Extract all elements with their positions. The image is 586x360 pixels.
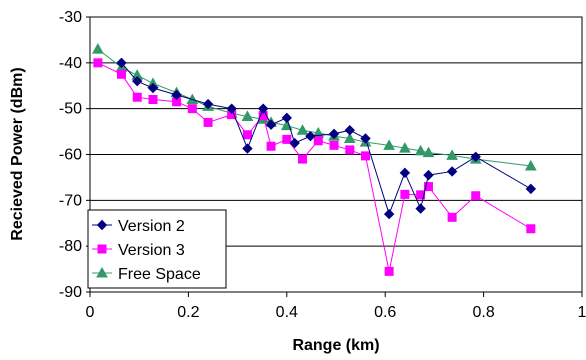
x-tick-label: 0.8 <box>472 304 494 321</box>
data-point-version-2 <box>171 89 182 101</box>
data-point-version-2 <box>446 166 458 177</box>
data-point-version-2 <box>470 151 481 162</box>
data-point-version-3 <box>423 182 433 192</box>
data-point-free-space <box>524 159 537 171</box>
data-point-version-2 <box>226 103 237 114</box>
data-point-version-3 <box>266 141 276 151</box>
data-point-version-2 <box>116 57 127 69</box>
legend-label: Free Space <box>118 266 201 283</box>
y-tick-label: -50 <box>59 101 82 118</box>
data-point-version-2 <box>399 167 411 179</box>
legend-item-version-3: Version 3 <box>92 242 185 259</box>
data-point-version-3 <box>187 104 197 114</box>
x-axis-ticks: 0 0.2 0.4 0.6 0.8 1 <box>86 292 586 321</box>
data-point-version-2 <box>423 169 434 181</box>
data-point-version-2 <box>305 130 316 142</box>
data-point-version-3 <box>400 189 410 199</box>
data-point-version-3 <box>93 58 103 68</box>
data-point-version-3 <box>242 130 252 140</box>
y-tick-label: -30 <box>59 9 82 26</box>
data-point-version-3 <box>313 136 323 146</box>
data-point-free-space <box>343 132 356 143</box>
legend-label: Version 3 <box>118 242 185 259</box>
data-point-version-3 <box>447 212 457 222</box>
data-point-version-3 <box>471 191 481 201</box>
y-axis-title: Recieved Power (dBm) <box>9 67 26 240</box>
data-point-free-space <box>414 144 427 156</box>
x-tick-label: 0.2 <box>177 304 199 321</box>
data-point-version-3 <box>298 154 308 164</box>
data-point-version-2 <box>242 143 253 154</box>
data-point-version-2 <box>147 82 159 94</box>
data-point-version-3 <box>345 145 355 155</box>
data-point-version-3 <box>148 95 158 104</box>
y-tick-label: -90 <box>59 284 82 301</box>
data-point-free-space <box>241 110 254 121</box>
data-point-version-2 <box>525 183 537 195</box>
x-tick-label: 0.4 <box>276 304 298 321</box>
data-point-version-3 <box>132 92 142 102</box>
series-line-free-space <box>97 48 531 167</box>
y-axis-ticks: -30 -40 -50 -60 -70 -80 -90 <box>59 9 90 301</box>
legend-item-free-space: Free Space <box>92 266 201 283</box>
data-point-version-2 <box>328 128 340 140</box>
x-tick-label: 0.6 <box>374 304 396 321</box>
series-version-2 <box>116 57 537 220</box>
y-tick-label: -40 <box>59 55 82 72</box>
x-tick-label: 1 <box>578 304 586 321</box>
data-point-version-2 <box>281 112 293 124</box>
legend-item-version-2: Version 2 <box>92 218 185 235</box>
data-point-version-2 <box>202 98 214 110</box>
data-point-version-2 <box>257 103 269 114</box>
x-axis-title: Range (km) <box>292 337 379 354</box>
data-point-version-3 <box>116 69 126 79</box>
data-point-version-2 <box>132 75 143 87</box>
data-point-free-space <box>446 149 458 160</box>
data-point-version-3 <box>384 266 394 276</box>
data-point-free-space <box>383 139 395 150</box>
data-point-free-space <box>296 124 309 135</box>
data-point-free-space <box>399 142 411 153</box>
data-point-free-space <box>422 146 435 158</box>
series-line-version-2 <box>121 62 532 216</box>
data-point-version-3 <box>329 140 339 150</box>
data-point-version-2 <box>360 133 371 144</box>
x-tick-label: 0 <box>86 304 95 321</box>
data-point-version-2 <box>289 137 300 149</box>
data-point-version-2 <box>265 119 277 130</box>
legend-label: Version 2 <box>118 218 185 235</box>
data-point-version-3 <box>282 134 292 144</box>
legend-marker <box>96 219 108 231</box>
y-tick-label: -80 <box>59 238 82 255</box>
legend: Version 2 Version 3 Free Space <box>87 209 227 289</box>
y-tick-label: -60 <box>59 147 82 164</box>
data-point-version-2 <box>415 203 426 214</box>
data-point-version-3 <box>203 117 213 127</box>
data-point-version-3 <box>361 151 371 161</box>
y-tick-label: -70 <box>59 192 82 209</box>
legend-marker <box>96 266 108 278</box>
data-point-version-2 <box>383 208 395 220</box>
data-point-version-2 <box>344 125 355 136</box>
data-point-version-3 <box>526 224 536 234</box>
series-layer <box>92 43 537 276</box>
data-point-version-3 <box>416 190 426 200</box>
legend-marker <box>97 244 107 254</box>
data-point-free-space <box>92 43 104 54</box>
